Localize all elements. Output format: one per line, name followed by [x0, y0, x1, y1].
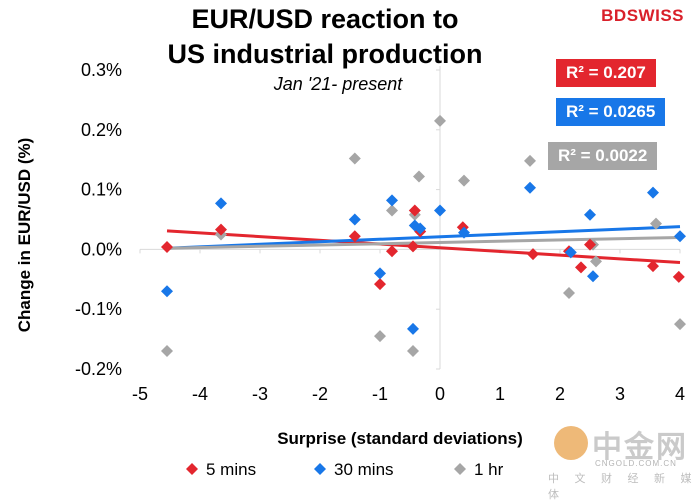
y-tick-label: -0.1%: [75, 299, 122, 319]
legend: 5 mins 30 mins 1 hr: [186, 460, 504, 479]
trend-line-1-hr: [166, 235, 681, 250]
x-tick-label: 4: [675, 384, 685, 404]
data-point-30-mins: [161, 285, 173, 298]
data-point-30-mins: [215, 197, 227, 210]
data-point-5-mins: [527, 248, 539, 261]
y-axis-title: Change in EUR/USD (%): [15, 138, 34, 333]
watermark: 中金网 CNGOLD.COM.CN 中 文 财 经 新 媒 体: [548, 420, 698, 501]
data-point-5-mins: [407, 240, 419, 253]
y-tick-label: -0.2%: [75, 359, 122, 379]
y-tick-label: 0.3%: [81, 60, 122, 80]
r2-badge-30-mins: R² = 0.0265: [556, 98, 666, 126]
x-tick-label: -4: [192, 384, 208, 404]
chart-stage: -0.2% -0.1% 0.0% 0.1% 0.2% 0.3% -5 -4 -3 -2 -1 0 1 2 3…: [15, 4, 698, 501]
x-axis-title: Surprise (standard deviations): [277, 429, 523, 448]
x-tick-label: -5: [132, 384, 148, 404]
data-point-1-hr: [348, 152, 361, 165]
data-point-1-hr: [434, 114, 446, 127]
trend-line-30-mins: [166, 225, 681, 250]
data-point-1-hr: [524, 154, 536, 167]
data-point-1-hr: [590, 255, 602, 268]
data-point-5-mins: [348, 230, 361, 243]
data-point-5-mins: [386, 245, 398, 258]
data-point-30-mins: [674, 230, 686, 243]
x-tick-label: 2: [555, 384, 565, 404]
data-point-1-hr: [563, 287, 575, 300]
data-point-5-mins: [374, 278, 386, 291]
axis-labels: -0.2% -0.1% 0.0% 0.1% 0.2% 0.3% -5 -4 -3 -2 -1 0 1 2 3…: [75, 60, 685, 404]
data-point-30-mins: [434, 204, 446, 217]
data-point-30-mins: [374, 267, 386, 280]
data-point-30-mins: [587, 270, 599, 283]
y-tick-label: 0.0%: [81, 239, 122, 259]
x-tick-label: -2: [312, 384, 328, 404]
watermark-url: CNGOLD.COM.CN: [595, 459, 677, 468]
data-point-5-mins: [647, 260, 659, 273]
data-point-1-hr: [407, 345, 419, 358]
chart-subtitle: Jan '21- present: [273, 74, 404, 94]
data-point-1-hr: [413, 170, 425, 183]
data-point-5-mins: [161, 241, 173, 254]
data-point-30-mins: [407, 322, 419, 335]
data-point-1-hr: [674, 318, 686, 331]
r2-badge-1-hr: R² = 0.0022: [548, 142, 658, 170]
data-point-1-hr: [650, 217, 662, 230]
x-tick-label: 3: [615, 384, 625, 404]
data-point-30-mins: [458, 226, 470, 239]
data-point-30-mins: [524, 181, 536, 194]
legend-label-1-hr: 1 hr: [474, 460, 504, 479]
legend-marker-5-mins: [186, 463, 198, 475]
r2-badge-5-mins: R² = 0.207: [556, 59, 656, 87]
brand-logo: BDSWISS: [601, 6, 684, 25]
legend-label-30-mins: 30 mins: [334, 460, 394, 479]
data-point-5-mins: [408, 204, 421, 217]
data-point-30-mins: [386, 194, 398, 207]
legend-marker-1-hr: [454, 463, 466, 475]
data-point-1-hr: [161, 345, 173, 358]
chart-title-line-1: EUR/USD reaction to: [191, 4, 458, 34]
data-points: [161, 114, 686, 358]
x-tick-label: 1: [495, 384, 505, 404]
data-point-30-mins: [647, 186, 659, 199]
data-point-1-hr: [374, 330, 386, 343]
x-tick-label: 0: [435, 384, 445, 404]
legend-label-5-mins: 5 mins: [206, 460, 256, 479]
scatter-chart: -0.2% -0.1% 0.0% 0.1% 0.2% 0.3% -5 -4 -3 -2 -1 0 1 2 3…: [15, 4, 686, 479]
watermark-logo-icon: [554, 426, 588, 460]
chart-title-line-2: US industrial production: [168, 39, 483, 69]
data-point-1-hr: [386, 204, 398, 217]
data-point-5-mins: [672, 270, 685, 283]
legend-marker-30-mins: [314, 463, 326, 475]
data-point-1-hr: [458, 174, 470, 187]
watermark-name: 中金网: [592, 430, 688, 465]
data-point-30-mins: [348, 213, 361, 226]
data-point-30-mins: [414, 222, 427, 235]
x-tick-label: -3: [252, 384, 268, 404]
watermark-subtitle: 中 文 财 经 新 媒 体: [548, 472, 698, 501]
y-tick-label: 0.1%: [81, 180, 122, 200]
data-point-30-mins: [564, 246, 577, 259]
y-tick-label: 0.2%: [81, 120, 122, 140]
data-point-5-mins: [215, 223, 227, 236]
data-point-30-mins: [584, 208, 596, 221]
x-tick-label: -1: [372, 384, 388, 404]
data-point-5-mins: [575, 261, 587, 274]
data-point-5-mins: [584, 238, 596, 251]
